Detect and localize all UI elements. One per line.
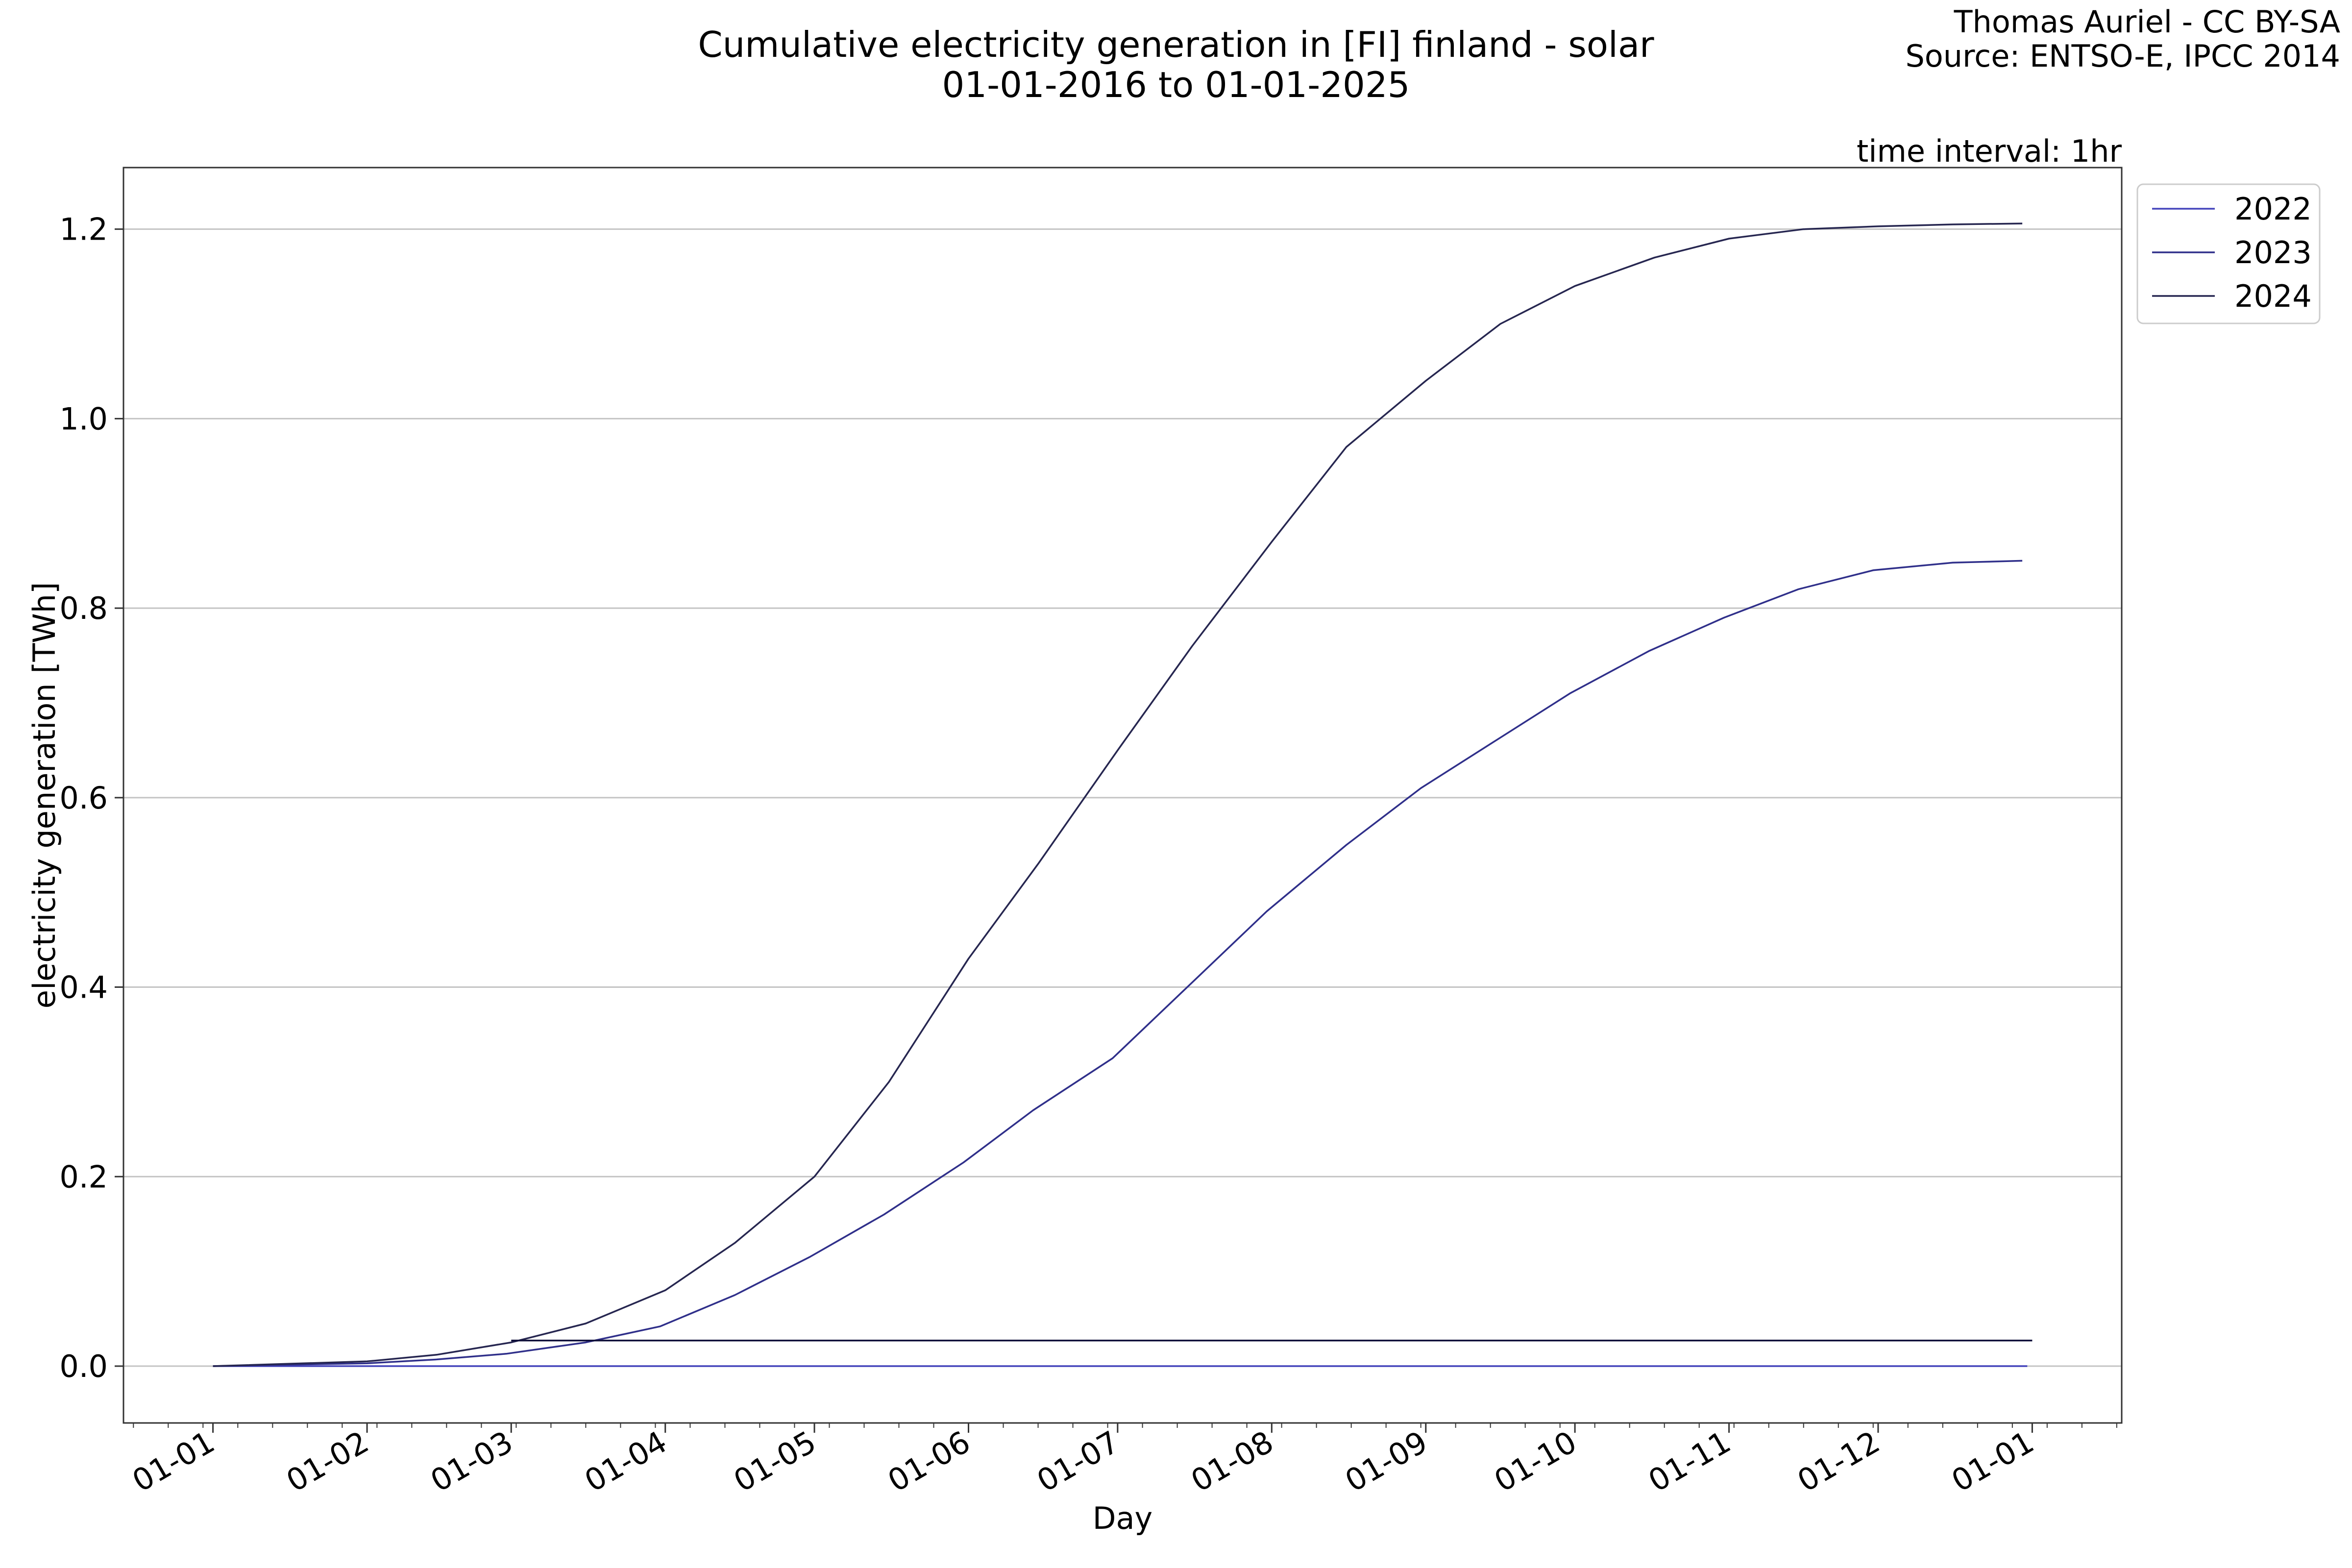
- x-tick-label: 01-04: [579, 1424, 673, 1499]
- legend-label: 2023: [2234, 235, 2312, 270]
- legend-label: 2022: [2234, 191, 2312, 227]
- grid: [123, 228, 2122, 1367]
- y-tick-label: 0.2: [59, 1159, 108, 1195]
- y-tick-label: 0.0: [59, 1348, 108, 1384]
- x-tick-label: 01-10: [1488, 1424, 1583, 1499]
- y-tick-label: 1.0: [59, 401, 108, 437]
- x-tick-label: 01-02: [280, 1424, 375, 1499]
- x-tick-label: 01-08: [1185, 1424, 1279, 1499]
- x-tick-label: 01-06: [882, 1424, 976, 1499]
- legend-label: 2024: [2234, 278, 2312, 314]
- y-axis-label: electricity generation [TWh]: [26, 582, 62, 1008]
- x-tick-label: 01-11: [1642, 1424, 1737, 1499]
- series-line-2024: [213, 222, 2023, 1367]
- x-tick-label: 01-09: [1339, 1424, 1434, 1499]
- credit-source: Source: ENTSO-E, IPCC 2014: [1905, 38, 2340, 74]
- time-interval-label: time interval: 1hr: [1857, 133, 2122, 169]
- y-tick-label: 0.8: [59, 590, 108, 626]
- x-tick-label: 01-12: [1791, 1424, 1886, 1499]
- x-axis: 01-01 01-02 01-03 01-04 01-05 01-06 01-07 01-08…: [126, 1423, 2117, 1499]
- x-tick-label: 01-05: [728, 1424, 822, 1499]
- y-tick-label: 0.4: [59, 970, 108, 1005]
- legend-box: [2136, 183, 2321, 324]
- series-line-2023: [213, 560, 2023, 1367]
- x-tick-label: 01-01: [126, 1424, 221, 1499]
- x-tick-label: 01-07: [1031, 1424, 1126, 1499]
- plot-area-frame: [122, 167, 2123, 1424]
- x-tick-label: 01-01: [1945, 1424, 2040, 1499]
- chart-title: Cumulative electricity generation in [FI…: [698, 24, 1654, 65]
- legend: 2022 2023 2024: [2136, 183, 2321, 324]
- x-tick-label: 01-03: [424, 1424, 519, 1499]
- series-lines: [213, 222, 2033, 1367]
- credit-author: Thomas Auriel - CC BY-SA: [1954, 4, 2340, 40]
- y-tick-label: 0.6: [59, 780, 108, 816]
- x-axis-label: Day: [1093, 1500, 1152, 1536]
- y-axis: 0.0 0.2 0.4 0.6 0.8 1.0 1.2: [59, 212, 123, 1384]
- chart-subtitle: 01-01-2016 to 01-01-2025: [942, 64, 1410, 105]
- y-tick-label: 1.2: [59, 212, 108, 247]
